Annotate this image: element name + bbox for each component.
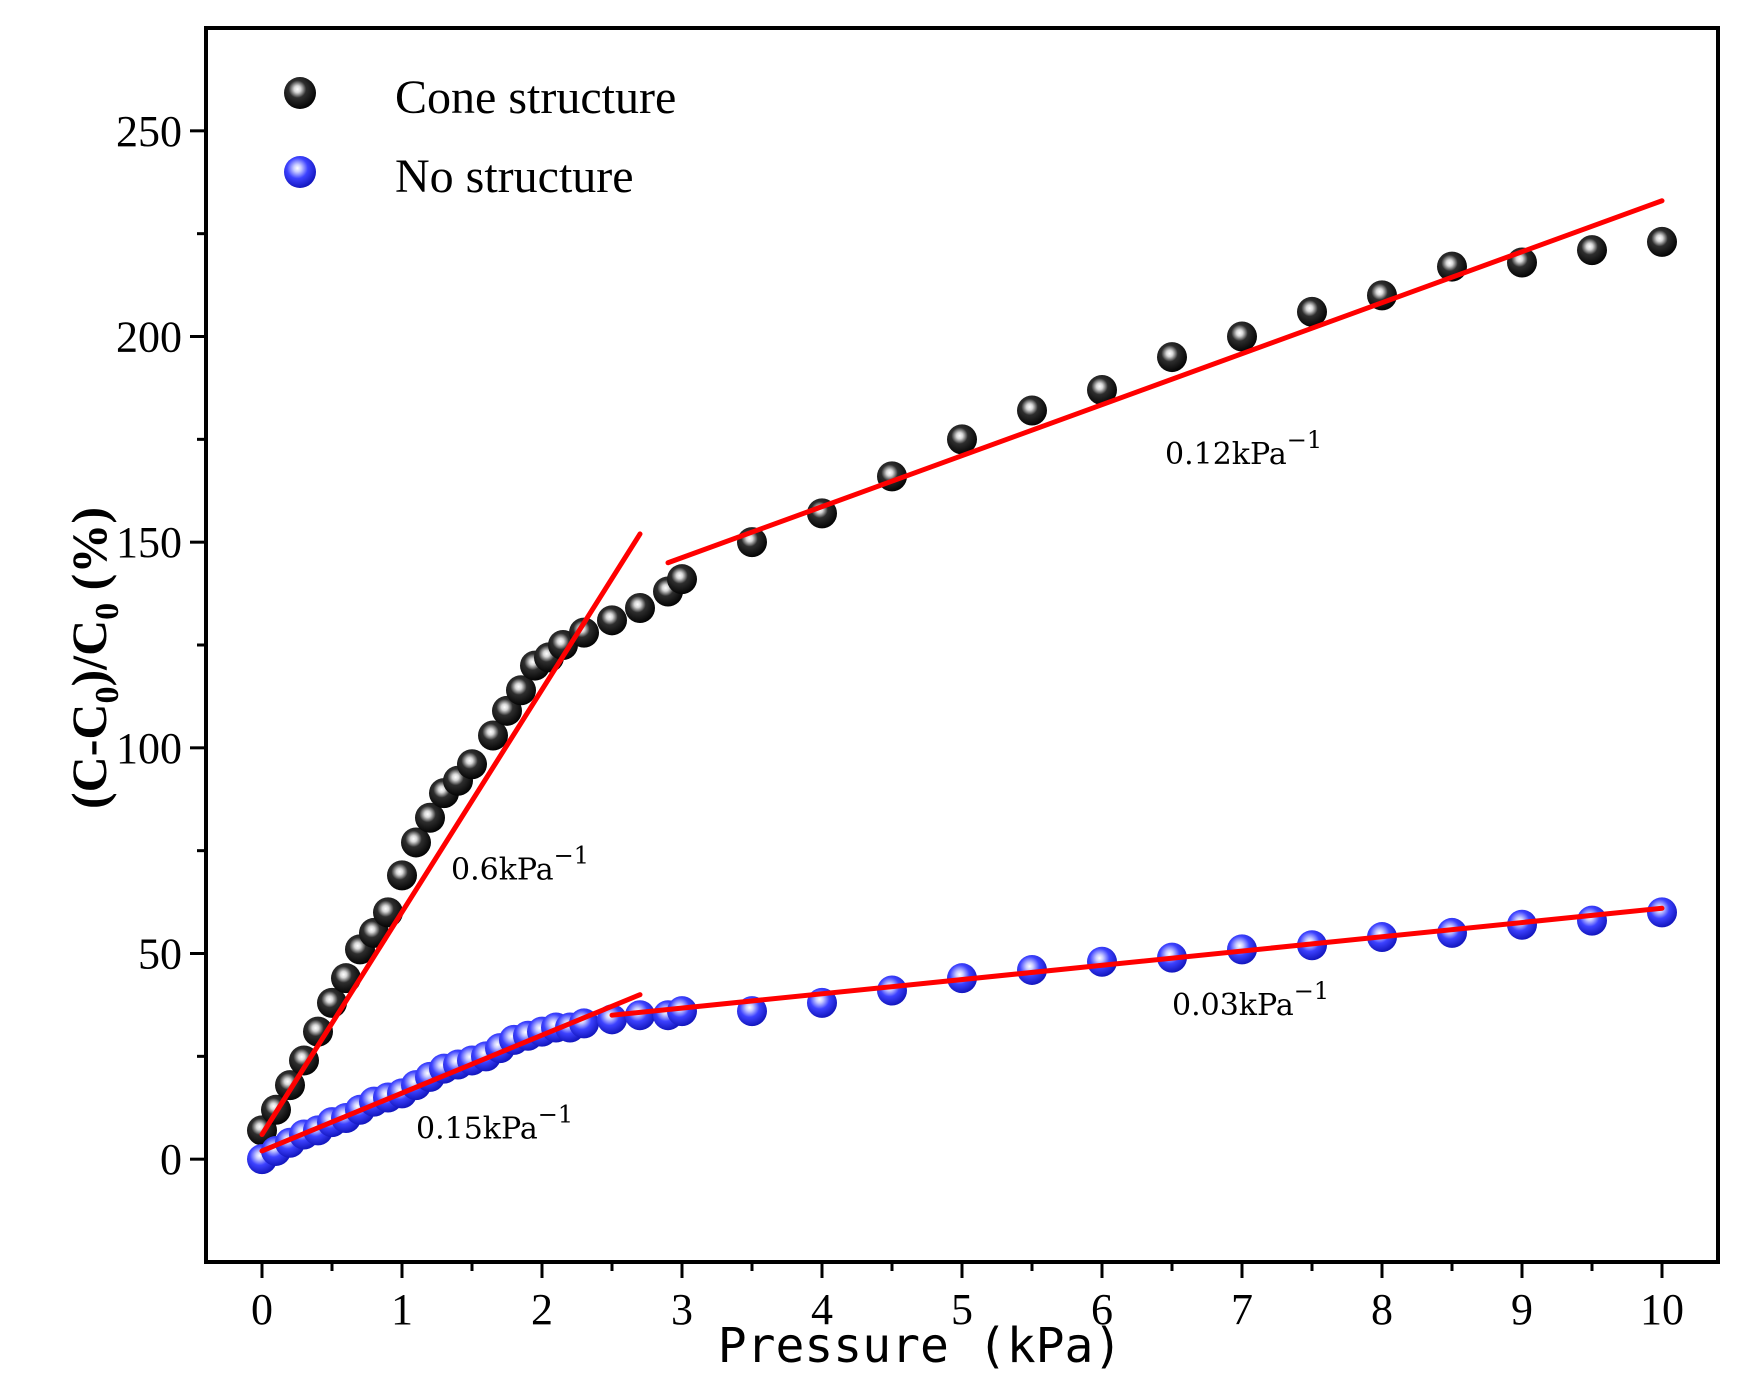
y-tick-label: 50 bbox=[138, 930, 182, 979]
point-cone bbox=[401, 827, 431, 858]
legend-marker-cone bbox=[284, 77, 316, 109]
point-cone bbox=[1577, 235, 1607, 266]
point-cone bbox=[457, 749, 487, 780]
x-tick-label: 2 bbox=[531, 1285, 553, 1334]
x-tick-label: 1 bbox=[391, 1285, 413, 1334]
point-cone bbox=[415, 802, 445, 833]
point-cone bbox=[667, 564, 697, 595]
fit-line bbox=[609, 905, 1665, 1018]
point-cone bbox=[1297, 296, 1327, 327]
x-tick-label: 7 bbox=[1231, 1285, 1253, 1334]
x-tick-label: 0 bbox=[251, 1285, 273, 1334]
y-tick-label: 200 bbox=[116, 313, 182, 362]
legend: Cone structure No structure bbox=[284, 71, 676, 203]
x-tick-label: 8 bbox=[1371, 1285, 1393, 1334]
legend-label-cone: Cone structure bbox=[395, 71, 676, 124]
y-tick-label: 250 bbox=[116, 107, 182, 156]
point-cone bbox=[373, 897, 403, 928]
point-cone bbox=[1017, 395, 1047, 426]
y-tick-label: 100 bbox=[116, 724, 182, 773]
point-cone bbox=[569, 617, 599, 648]
x-tick-label: 9 bbox=[1511, 1285, 1533, 1334]
point-flat bbox=[1087, 946, 1117, 977]
slope-annotation: 0.03kPa−1 bbox=[1172, 977, 1329, 1023]
legend-label-flat: No structure bbox=[395, 150, 634, 203]
x-tick-label: 10 bbox=[1640, 1285, 1684, 1334]
point-cone bbox=[1227, 321, 1257, 352]
point-cone bbox=[303, 1016, 333, 1047]
y-tick-label: 0 bbox=[160, 1135, 182, 1184]
point-flat bbox=[877, 975, 907, 1006]
slope-annotation: 0.15kPa−1 bbox=[416, 1101, 573, 1147]
plot-area: 0 1 2 3 4 5 6 7 8 9 100501001502002500.6kPa−10.12k… bbox=[116, 26, 1720, 1334]
point-flat bbox=[1577, 905, 1607, 936]
point-cone bbox=[506, 675, 536, 706]
y-axis-title: (C-C0)/C0 (%) bbox=[61, 507, 126, 809]
point-cone bbox=[1157, 342, 1187, 373]
x-tick-label: 6 bbox=[1091, 1285, 1113, 1334]
x-tick-label: 3 bbox=[671, 1285, 693, 1334]
point-cone bbox=[1647, 226, 1677, 257]
legend-marker-flat bbox=[284, 156, 316, 188]
point-cone bbox=[597, 605, 627, 636]
x-tick-label: 5 bbox=[951, 1285, 973, 1334]
point-cone bbox=[625, 592, 655, 623]
point-cone bbox=[387, 860, 417, 891]
slope-annotation: 0.12kPa−1 bbox=[1165, 426, 1322, 472]
x-axis-title: Pressure (kPa) bbox=[718, 1318, 1123, 1374]
fit-line bbox=[259, 992, 643, 1154]
point-flat bbox=[625, 1000, 655, 1031]
x-tick-label: 4 bbox=[811, 1285, 833, 1334]
point-flat bbox=[1647, 897, 1677, 928]
point-cone bbox=[947, 424, 977, 455]
fit-line bbox=[665, 198, 1665, 566]
slope-annotation: 0.6kPa−1 bbox=[451, 841, 589, 887]
fit-line bbox=[259, 531, 643, 1137]
point-cone bbox=[478, 720, 508, 751]
point-flat bbox=[667, 996, 697, 1027]
point-cone bbox=[1087, 374, 1117, 405]
y-tick-label: 150 bbox=[116, 518, 182, 567]
point-flat bbox=[1437, 917, 1467, 948]
